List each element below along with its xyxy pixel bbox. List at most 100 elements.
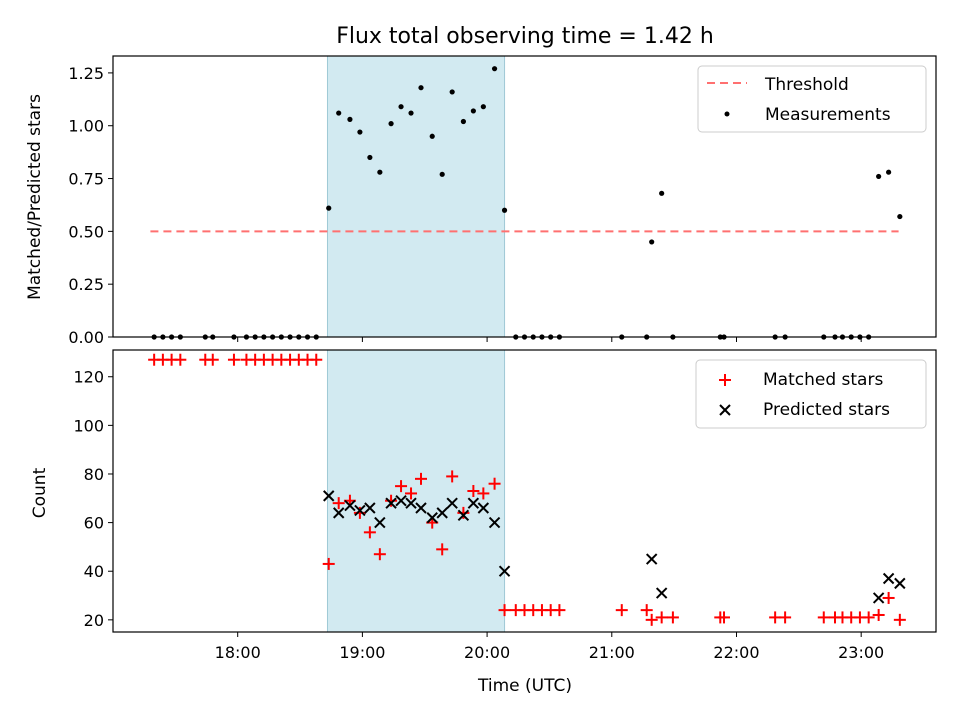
measurement-point bbox=[388, 121, 394, 127]
legend-predicted-label: Predicted stars bbox=[763, 400, 890, 420]
predicted-star-point bbox=[645, 553, 658, 565]
predicted-star-point bbox=[405, 497, 417, 509]
matched-star-point bbox=[363, 526, 376, 539]
matched-star-point bbox=[553, 604, 566, 617]
y-tick-label: 100 bbox=[73, 416, 104, 435]
predicted-star-point bbox=[498, 565, 511, 577]
measurement-point bbox=[659, 190, 665, 196]
y-tick-label: 80 bbox=[84, 465, 104, 484]
matched-star-point bbox=[498, 604, 511, 617]
matched-star-point bbox=[893, 613, 906, 626]
x-tick-label: 18:00 bbox=[215, 643, 261, 662]
measurement-point bbox=[449, 89, 455, 95]
matched-star-point bbox=[206, 353, 219, 366]
matched-star-point bbox=[645, 613, 658, 626]
matched-star-point bbox=[353, 506, 366, 519]
predicted-star-point bbox=[894, 577, 906, 590]
matched-star-point bbox=[446, 470, 459, 483]
matched-star-point bbox=[817, 611, 830, 624]
x-tick-label: 23:00 bbox=[838, 643, 884, 662]
legend-measurements-label: Measurements bbox=[765, 105, 891, 125]
y-tick-label: 20 bbox=[84, 611, 104, 630]
x-tick-label: 19:00 bbox=[339, 643, 385, 662]
predicted-star-point bbox=[488, 516, 501, 529]
predicted-star-point bbox=[477, 502, 490, 514]
matched-star-point bbox=[666, 611, 679, 624]
measurement-point bbox=[649, 239, 655, 245]
predicted-star-point bbox=[323, 490, 335, 502]
matched-star-point bbox=[405, 487, 418, 500]
measurement-point bbox=[470, 108, 476, 114]
predicted-star-point bbox=[882, 572, 895, 585]
matched-star-point bbox=[640, 604, 653, 617]
matched-star-point bbox=[332, 497, 345, 510]
top-axes-frame bbox=[112, 55, 937, 338]
y-tick-label: 1.00 bbox=[68, 117, 104, 136]
measurement-point bbox=[480, 104, 486, 110]
legend-measurements-swatch bbox=[724, 111, 730, 117]
bottom-panel: 18:00 19:00 20:00 21:00 22:00 23:00 20 40 60 80 10… bbox=[30, 349, 937, 696]
matched-star-point bbox=[615, 604, 628, 617]
matched-star-point bbox=[436, 543, 449, 556]
legend-matched-swatch bbox=[719, 374, 731, 386]
x-tick-label: 20:00 bbox=[464, 643, 510, 662]
measurement-point bbox=[347, 116, 353, 122]
measurement-point bbox=[876, 173, 882, 180]
matched-star-point bbox=[872, 608, 885, 621]
measurement-point bbox=[398, 104, 404, 110]
matched-star-point bbox=[385, 494, 398, 507]
matched-star-point bbox=[655, 611, 668, 624]
matched-star-point bbox=[457, 506, 470, 519]
y-tick-label: 0.75 bbox=[68, 170, 104, 189]
predicted-star-point bbox=[395, 495, 407, 507]
matched-star-point bbox=[488, 477, 501, 490]
y-tick-label: 40 bbox=[84, 562, 104, 581]
predicted-star-point bbox=[374, 516, 386, 529]
predicted-star-point bbox=[364, 502, 376, 514]
matched-star-point bbox=[227, 353, 240, 366]
predicted-star-point bbox=[467, 497, 480, 509]
matched-star-point bbox=[174, 353, 187, 366]
predicted-star-point bbox=[872, 592, 885, 604]
measurement-point bbox=[336, 110, 342, 116]
measurement-point bbox=[501, 207, 508, 213]
matched-star-point bbox=[882, 591, 895, 604]
observing-window-shade bbox=[326, 55, 506, 338]
predicted-star-point bbox=[385, 497, 397, 509]
top-legend: Threshold Measurements bbox=[697, 65, 927, 133]
predicted-star-point bbox=[457, 509, 470, 522]
legend-threshold-label: Threshold bbox=[764, 75, 849, 95]
matched-star-point bbox=[467, 485, 480, 497]
predicted-star-point bbox=[344, 499, 356, 512]
predicted-star-point bbox=[446, 497, 458, 509]
measurement-point bbox=[491, 66, 498, 72]
measurement-point bbox=[357, 129, 363, 135]
legend-matched-label: Matched stars bbox=[763, 370, 883, 390]
bottom-legend-box bbox=[695, 359, 927, 429]
measurement-point bbox=[439, 171, 445, 177]
predicted-star-point bbox=[436, 507, 448, 519]
top-y-axis-label: Matched/Predicted stars bbox=[25, 94, 45, 300]
y-tick-label: 120 bbox=[73, 368, 104, 387]
x-axis-label: Time (UTC) bbox=[477, 676, 572, 696]
predicted-star-point bbox=[415, 502, 427, 514]
measurement-point bbox=[408, 110, 414, 116]
y-tick-label: 60 bbox=[84, 514, 104, 533]
x-tick-label: 22:00 bbox=[713, 643, 759, 662]
measurement-point bbox=[326, 205, 332, 211]
measurement-point bbox=[377, 169, 383, 175]
chart-title: Flux total observing time = 1.42 h bbox=[336, 24, 714, 49]
y-tick-label: 0.25 bbox=[68, 275, 104, 294]
matched-star-point bbox=[862, 611, 875, 624]
y-tick-label: 1.25 bbox=[68, 64, 104, 83]
matched-star-point bbox=[477, 487, 490, 500]
matched-star-point bbox=[779, 611, 792, 624]
top-panel: 0.00 0.25 0.50 0.75 1.00 1.25 Matched/Predict… bbox=[25, 55, 937, 347]
measurement-point bbox=[886, 169, 892, 175]
predicted-star-point bbox=[426, 512, 438, 524]
bottom-legend: Matched stars Predicted stars bbox=[695, 359, 927, 429]
matched-star-point bbox=[395, 480, 408, 493]
measurement-point bbox=[418, 85, 424, 91]
matched-star-point bbox=[718, 611, 731, 624]
